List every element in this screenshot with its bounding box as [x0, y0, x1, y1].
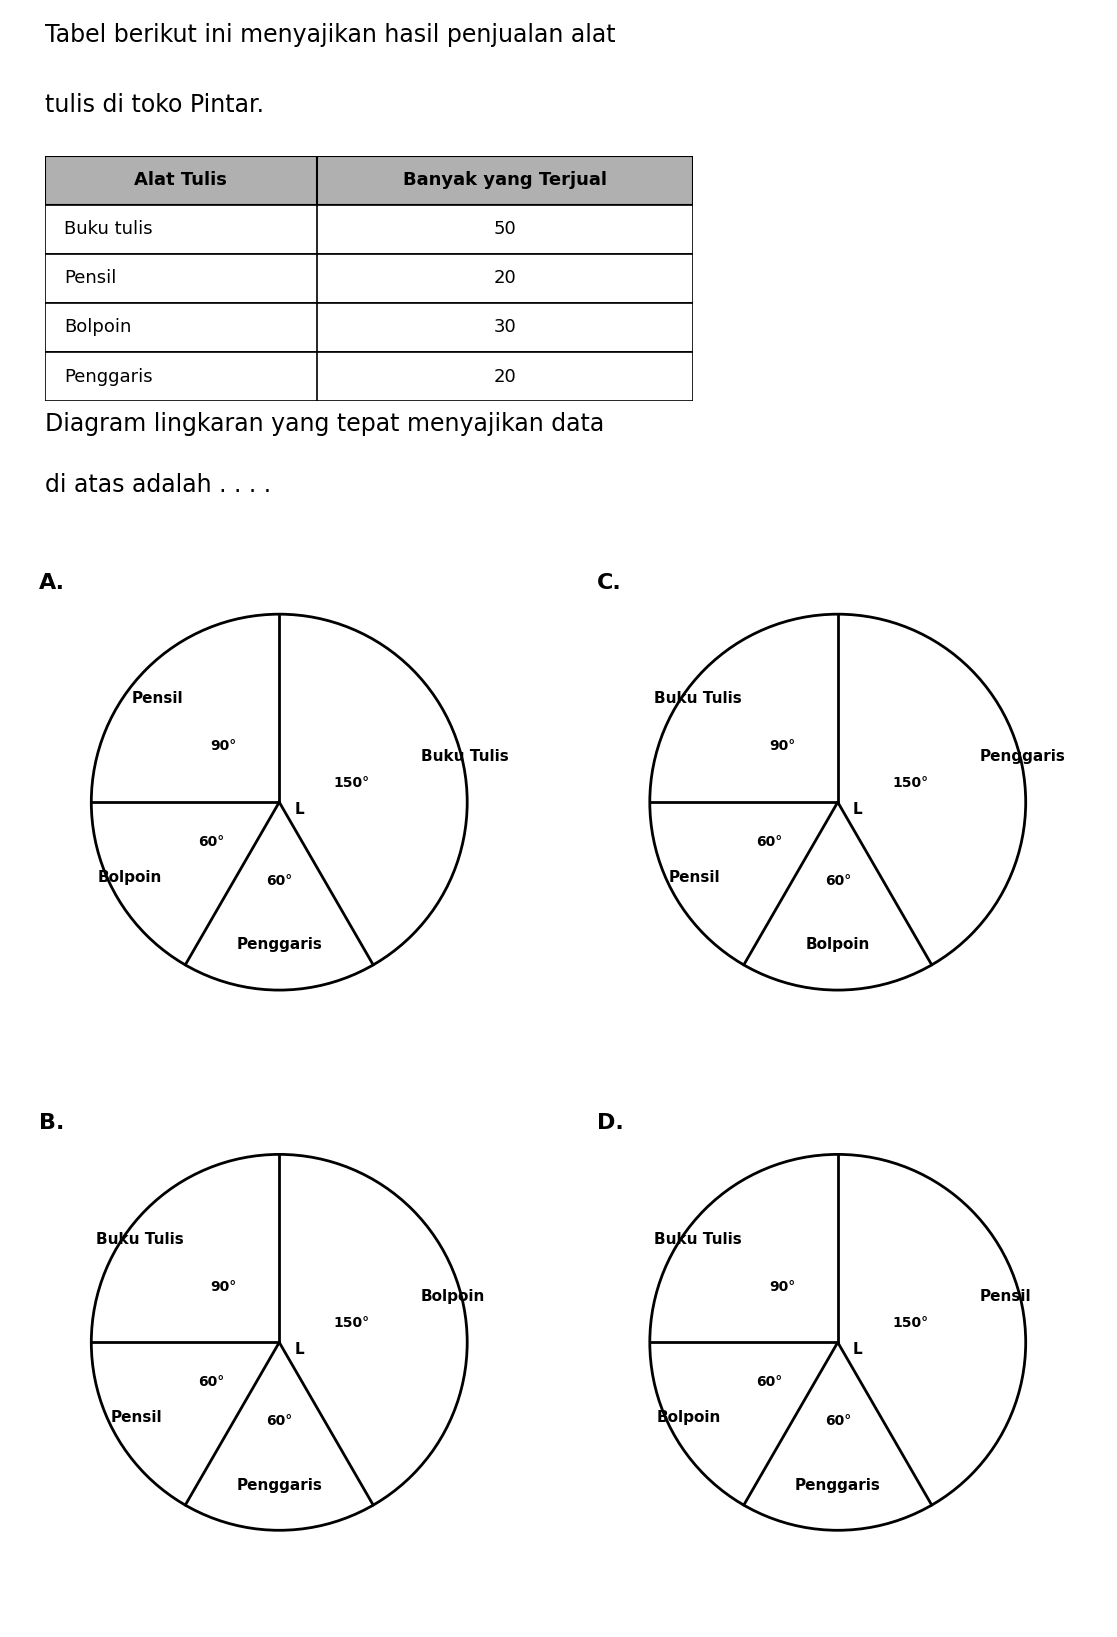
- Text: 90°: 90°: [210, 740, 237, 753]
- Text: 150°: 150°: [334, 1316, 370, 1329]
- Text: L: L: [294, 802, 304, 817]
- Text: 60°: 60°: [266, 874, 293, 887]
- Text: Pensil: Pensil: [669, 869, 720, 884]
- Text: Penggaris: Penggaris: [237, 938, 322, 953]
- Text: L: L: [294, 1342, 304, 1357]
- Text: 60°: 60°: [756, 1375, 783, 1388]
- Text: Pensil: Pensil: [111, 1409, 162, 1424]
- Text: 60°: 60°: [198, 1375, 225, 1388]
- Text: 20: 20: [494, 270, 516, 286]
- Text: Bolpoin: Bolpoin: [64, 319, 132, 336]
- Text: 60°: 60°: [756, 835, 783, 848]
- Text: Buku Tulis: Buku Tulis: [421, 750, 508, 764]
- Text: Pensil: Pensil: [64, 270, 116, 286]
- Text: 90°: 90°: [768, 1280, 795, 1293]
- Text: 150°: 150°: [892, 1316, 928, 1329]
- Text: Bolpoin: Bolpoin: [421, 1290, 485, 1305]
- Bar: [45, 303, 693, 352]
- Text: Bolpoin: Bolpoin: [97, 869, 162, 884]
- Circle shape: [92, 614, 467, 990]
- Text: 20: 20: [494, 368, 516, 385]
- Text: 50: 50: [494, 221, 516, 237]
- Text: 150°: 150°: [334, 776, 370, 789]
- Text: L: L: [852, 802, 862, 817]
- Text: Penggaris: Penggaris: [237, 1478, 322, 1493]
- Text: Penggaris: Penggaris: [64, 368, 153, 385]
- Text: Bolpoin: Bolpoin: [656, 1409, 720, 1424]
- Text: 60°: 60°: [266, 1414, 293, 1427]
- Text: B.: B.: [39, 1113, 64, 1133]
- Text: tulis di toko Pintar.: tulis di toko Pintar.: [45, 93, 264, 116]
- Bar: [45, 254, 693, 303]
- Text: Buku Tulis: Buku Tulis: [96, 1231, 183, 1247]
- Text: Bolpoin: Bolpoin: [805, 938, 870, 953]
- Text: 60°: 60°: [824, 874, 851, 887]
- Text: 150°: 150°: [892, 776, 928, 789]
- Text: 30: 30: [494, 319, 516, 336]
- Text: Buku tulis: Buku tulis: [64, 221, 153, 237]
- Text: C.: C.: [598, 573, 622, 593]
- Text: Penggaris: Penggaris: [795, 1478, 880, 1493]
- Text: L: L: [852, 1342, 862, 1357]
- Text: Buku Tulis: Buku Tulis: [655, 1231, 742, 1247]
- Text: Banyak yang Terjual: Banyak yang Terjual: [402, 172, 607, 188]
- Text: D.: D.: [598, 1113, 624, 1133]
- Text: Pensil: Pensil: [980, 1290, 1031, 1305]
- Text: A.: A.: [39, 573, 65, 593]
- Text: Penggaris: Penggaris: [980, 750, 1066, 764]
- Bar: [45, 352, 693, 401]
- Circle shape: [650, 1154, 1025, 1531]
- Text: Pensil: Pensil: [132, 691, 183, 707]
- Circle shape: [92, 1154, 467, 1531]
- Bar: [45, 156, 693, 205]
- Text: Tabel berikut ini menyajikan hasil penjualan alat: Tabel berikut ini menyajikan hasil penju…: [45, 23, 615, 47]
- Circle shape: [650, 614, 1025, 990]
- Text: 60°: 60°: [824, 1414, 851, 1427]
- Text: Buku Tulis: Buku Tulis: [655, 691, 742, 707]
- Text: Diagram lingkaran yang tepat menyajikan data: Diagram lingkaran yang tepat menyajikan …: [45, 411, 604, 435]
- Text: 90°: 90°: [210, 1280, 237, 1293]
- Text: 90°: 90°: [768, 740, 795, 753]
- Text: Alat Tulis: Alat Tulis: [134, 172, 227, 188]
- Text: 60°: 60°: [198, 835, 225, 848]
- Text: di atas adalah . . . .: di atas adalah . . . .: [45, 473, 270, 498]
- Bar: [45, 205, 693, 254]
